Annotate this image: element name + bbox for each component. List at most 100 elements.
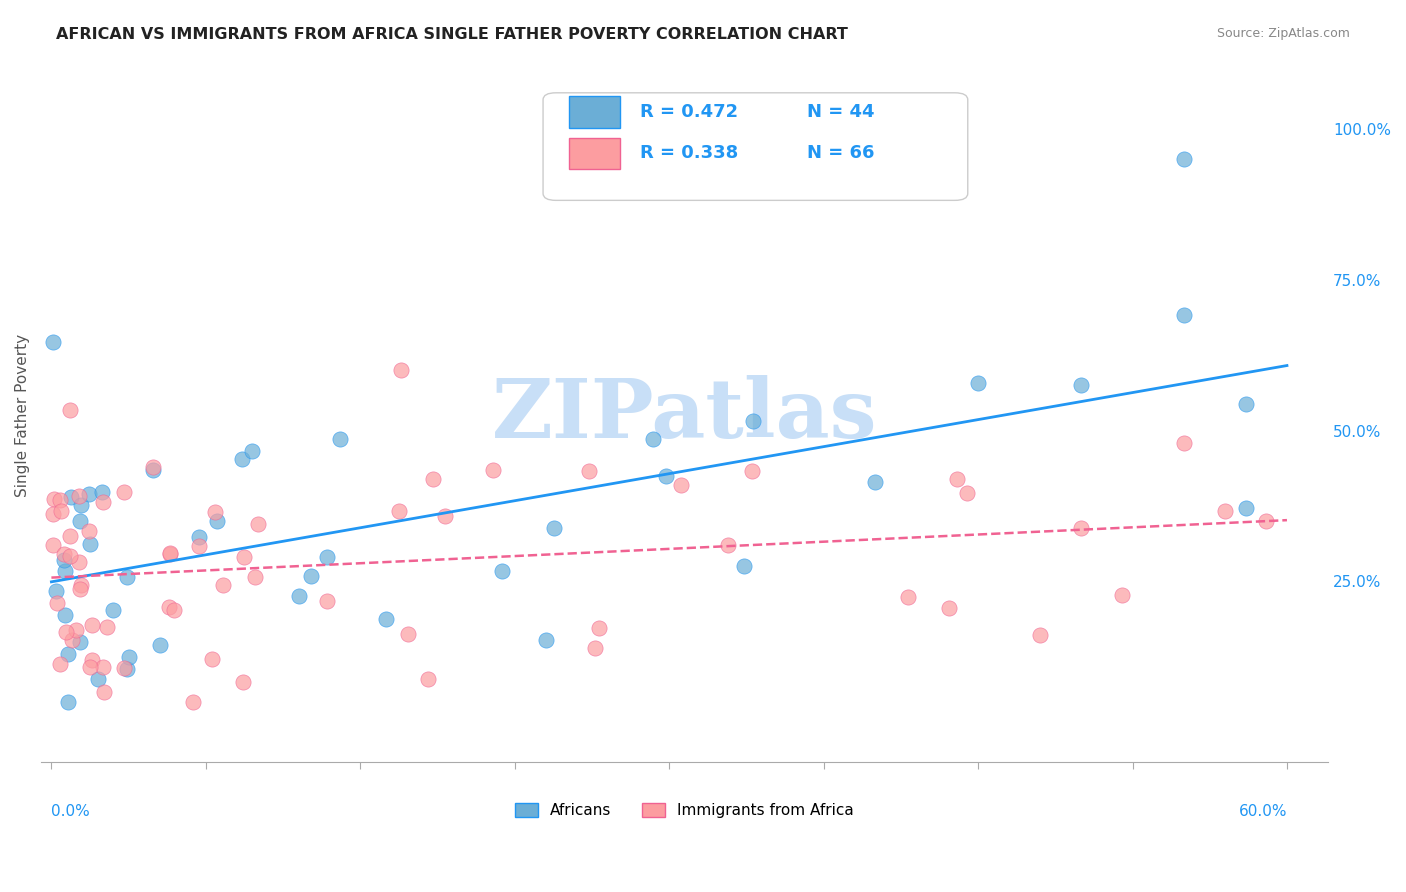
Immigrants from Africa: [741, 464, 763, 478]
Immigrants from Africa: [112, 660, 135, 674]
Immigrants from Africa: [69, 582, 91, 596]
Immigrants from Africa: [159, 546, 181, 560]
Immigrants from Africa: [956, 486, 979, 500]
Africans: [55, 608, 77, 623]
FancyBboxPatch shape: [569, 138, 620, 169]
Africans: [205, 514, 228, 528]
Immigrants from Africa: [945, 472, 967, 486]
Immigrants from Africa: [159, 547, 181, 561]
Africans: [231, 451, 253, 466]
FancyBboxPatch shape: [543, 93, 967, 201]
Africans: [316, 550, 339, 565]
Africans: [87, 672, 110, 686]
Africans: [1173, 308, 1195, 322]
Text: AFRICAN VS IMMIGRANTS FROM AFRICA SINGLE FATHER POVERTY CORRELATION CHART: AFRICAN VS IMMIGRANTS FROM AFRICA SINGLE…: [56, 27, 848, 42]
Immigrants from Africa: [42, 491, 65, 506]
Africans: [491, 564, 513, 578]
Africans: [52, 553, 75, 567]
Africans: [863, 475, 886, 489]
Y-axis label: Single Father Poverty: Single Father Poverty: [15, 334, 30, 497]
Immigrants from Africa: [422, 472, 444, 486]
Immigrants from Africa: [91, 494, 114, 508]
Africans: [69, 635, 91, 649]
Immigrants from Africa: [204, 505, 226, 519]
Immigrants from Africa: [96, 620, 118, 634]
Immigrants from Africa: [233, 550, 256, 565]
Immigrants from Africa: [183, 695, 205, 709]
Immigrants from Africa: [246, 516, 269, 531]
Immigrants from Africa: [70, 577, 93, 591]
Africans: [733, 558, 755, 573]
Africans: [115, 662, 138, 676]
Text: R = 0.338: R = 0.338: [640, 145, 738, 162]
Immigrants from Africa: [53, 547, 76, 561]
Text: 60.0%: 60.0%: [1239, 804, 1286, 819]
Immigrants from Africa: [112, 485, 135, 500]
Immigrants from Africa: [1173, 436, 1195, 450]
Immigrants from Africa: [482, 463, 505, 477]
Immigrants from Africa: [60, 632, 83, 647]
Africans: [70, 498, 93, 512]
Africans: [641, 432, 664, 446]
Immigrants from Africa: [79, 524, 101, 538]
Immigrants from Africa: [59, 403, 82, 417]
Africans: [69, 514, 91, 528]
Africans: [187, 530, 209, 544]
Immigrants from Africa: [669, 477, 692, 491]
Africans: [654, 468, 676, 483]
Africans: [149, 638, 172, 652]
Immigrants from Africa: [1213, 504, 1236, 518]
Africans: [42, 334, 65, 349]
Africans: [288, 589, 311, 603]
Africans: [1234, 397, 1257, 411]
Africans: [118, 650, 141, 665]
Text: N = 44: N = 44: [807, 103, 875, 120]
Africans: [77, 487, 100, 501]
Immigrants from Africa: [588, 621, 610, 635]
Immigrants from Africa: [1111, 588, 1133, 602]
Africans: [534, 632, 557, 647]
Immigrants from Africa: [79, 659, 101, 673]
Immigrants from Africa: [388, 504, 411, 518]
FancyBboxPatch shape: [569, 96, 620, 128]
Immigrants from Africa: [188, 539, 211, 553]
Immigrants from Africa: [418, 672, 440, 686]
Africans: [56, 648, 79, 662]
Immigrants from Africa: [142, 460, 165, 475]
Immigrants from Africa: [163, 603, 186, 617]
Africans: [45, 584, 67, 599]
Text: 0.0%: 0.0%: [52, 804, 90, 819]
Immigrants from Africa: [42, 507, 65, 521]
Immigrants from Africa: [91, 659, 114, 673]
Africans: [53, 565, 76, 579]
Immigrants from Africa: [67, 555, 90, 569]
Africans: [115, 570, 138, 584]
Africans: [240, 444, 263, 458]
Immigrants from Africa: [93, 685, 115, 699]
Africans: [1234, 501, 1257, 516]
Text: Source: ZipAtlas.com: Source: ZipAtlas.com: [1216, 27, 1350, 40]
Immigrants from Africa: [245, 570, 267, 584]
Immigrants from Africa: [49, 493, 72, 508]
Immigrants from Africa: [396, 626, 419, 640]
Immigrants from Africa: [55, 625, 77, 640]
Immigrants from Africa: [49, 504, 72, 518]
Africans: [90, 485, 112, 500]
Africans: [79, 537, 101, 551]
Immigrants from Africa: [58, 549, 80, 563]
Immigrants from Africa: [938, 600, 960, 615]
Africans: [742, 413, 765, 427]
Immigrants from Africa: [212, 578, 235, 592]
Africans: [1070, 378, 1092, 392]
Africans: [60, 490, 83, 504]
Immigrants from Africa: [65, 623, 87, 637]
Africans: [1173, 152, 1195, 166]
Africans: [299, 569, 322, 583]
Immigrants from Africa: [42, 538, 65, 552]
Immigrants from Africa: [315, 594, 337, 608]
Immigrants from Africa: [201, 651, 224, 665]
Immigrants from Africa: [578, 464, 600, 478]
Immigrants from Africa: [897, 590, 920, 604]
Immigrants from Africa: [67, 490, 90, 504]
Text: ZIPatlas: ZIPatlas: [492, 376, 877, 456]
